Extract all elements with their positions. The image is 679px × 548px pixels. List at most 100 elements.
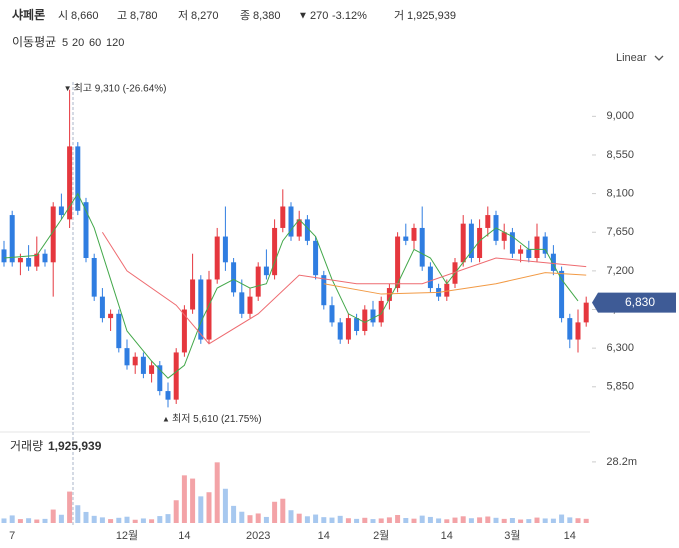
- volume-bar: [501, 518, 507, 523]
- candle-body: [255, 266, 261, 297]
- candle-body: [542, 236, 548, 254]
- candle-body: [485, 215, 491, 228]
- volume-bar: [124, 516, 130, 523]
- candle-body: [181, 309, 187, 353]
- volume-value: 1,925,939: [48, 439, 102, 453]
- change-arrow: ▼: [298, 11, 308, 22]
- y-tick-label: 9,000: [606, 110, 634, 122]
- candle-body: [108, 313, 114, 319]
- volume-bar: [493, 517, 499, 523]
- volume-tick-label: 28.2m: [606, 456, 637, 468]
- candle-body: [247, 296, 253, 314]
- volume-bar: [42, 518, 48, 523]
- candle-body: [575, 322, 581, 340]
- volume-bar: [108, 519, 114, 523]
- volume-bar: [263, 516, 269, 523]
- y-tick-label: 7,200: [606, 265, 634, 277]
- annotation-text: 최저 5,610 (21.75%): [172, 413, 262, 425]
- candle-body: [75, 146, 81, 211]
- volume-bar: [91, 515, 97, 523]
- volume-bar: [296, 513, 302, 523]
- volume-bar: [362, 517, 368, 523]
- candle-body: [288, 206, 294, 237]
- x-tick-label: 2월: [373, 529, 389, 542]
- candle-body: [354, 318, 360, 331]
- volume-bar: [231, 505, 237, 523]
- volume-value: 1,925,939: [407, 10, 456, 22]
- dropdown-chevron[interactable]: [654, 55, 664, 61]
- ma-line: [323, 272, 587, 295]
- candle-body: [149, 365, 155, 374]
- candle-body: [337, 322, 343, 340]
- current-price-label: 6,830: [625, 295, 655, 309]
- volume-bar: [403, 518, 409, 523]
- candle-body: [329, 305, 335, 323]
- candle-body: [58, 206, 64, 216]
- x-tick-label: 14: [564, 530, 576, 542]
- candle-body: [140, 356, 146, 374]
- volume-bar: [370, 519, 376, 523]
- volume-bar: [288, 510, 294, 523]
- candle-body: [411, 227, 417, 241]
- volume-bar: [247, 515, 253, 523]
- candle-body: [206, 279, 212, 340]
- volume-bar: [534, 517, 540, 523]
- candle-body: [460, 223, 466, 263]
- ma-legend: 120: [106, 37, 124, 49]
- candle-body: [370, 309, 376, 323]
- volume-bar: [329, 517, 335, 523]
- volume-bar: [173, 500, 179, 523]
- candle-body: [583, 302, 589, 323]
- ma-legend: 60: [89, 37, 101, 49]
- candle-body: [116, 313, 122, 349]
- candle-body: [378, 300, 384, 323]
- candle-body: [550, 253, 556, 271]
- candle-body: [198, 279, 204, 340]
- x-tick-label: 7: [9, 530, 15, 542]
- volume-bar: [411, 518, 417, 523]
- candle-body: [518, 249, 524, 254]
- volume-bar: [583, 518, 589, 523]
- volume-bar: [140, 518, 146, 523]
- ma-legend: 20: [72, 37, 84, 49]
- candle-body: [17, 258, 23, 263]
- candle-body: [263, 266, 269, 276]
- volume-bar: [386, 517, 392, 523]
- volume-bar: [354, 518, 360, 523]
- volume-bar: [198, 496, 204, 523]
- candle-body: [280, 206, 286, 228]
- stock-name: 샤페론: [12, 7, 45, 22]
- change: 270: [310, 10, 328, 22]
- y-tick-label: 7,650: [606, 226, 634, 238]
- candle-body: [345, 318, 351, 340]
- volume-bar: [518, 519, 524, 523]
- volume-bar: [395, 514, 401, 523]
- volume-bar: [304, 516, 310, 523]
- candle-body: [509, 232, 515, 254]
- volume-bar: [214, 462, 220, 523]
- field-key: 종: [240, 10, 250, 22]
- volume-bar: [509, 518, 515, 523]
- volume-bar: [550, 518, 556, 523]
- volume-bar: [116, 517, 122, 523]
- volume-bar: [337, 515, 343, 523]
- candle-body: [567, 318, 573, 340]
- candle-body: [272, 227, 278, 276]
- candle-body: [526, 249, 532, 258]
- candle-body: [1, 249, 7, 263]
- volume-bar: [542, 518, 548, 523]
- volume-bar: [427, 516, 433, 523]
- volume-title: 거래량: [10, 439, 43, 453]
- volume-bar: [567, 517, 573, 523]
- candle-body: [132, 356, 138, 366]
- candle-body: [50, 206, 56, 263]
- annotation-marker: ▲: [162, 414, 170, 423]
- annotation-marker: ▼: [64, 84, 72, 93]
- candle-body: [468, 223, 474, 258]
- volume-bar: [239, 511, 245, 523]
- candle-body: [34, 253, 40, 267]
- scale-select[interactable]: Linear: [616, 52, 647, 64]
- candle-body: [395, 236, 401, 289]
- volume-bar: [1, 518, 7, 523]
